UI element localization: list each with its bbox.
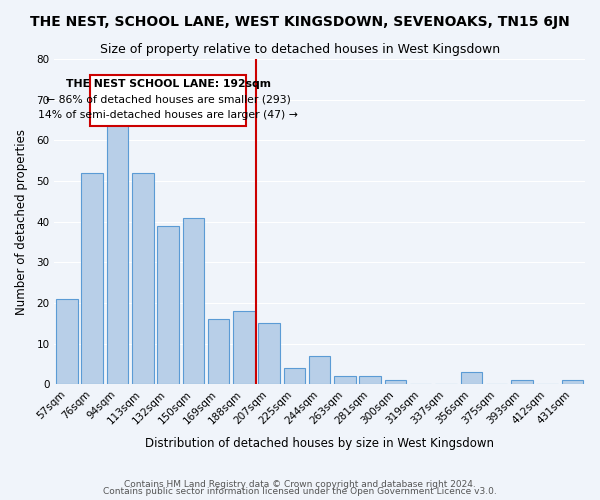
Bar [259, 323, 280, 384]
FancyBboxPatch shape [89, 76, 247, 126]
Bar [56, 299, 77, 384]
Bar [233, 311, 254, 384]
Bar [182, 218, 204, 384]
Text: ← 86% of detached houses are smaller (293): ← 86% of detached houses are smaller (29… [46, 95, 290, 105]
X-axis label: Distribution of detached houses by size in West Kingsdown: Distribution of detached houses by size … [145, 437, 494, 450]
Bar [309, 356, 331, 384]
Bar [385, 380, 406, 384]
Bar [461, 372, 482, 384]
Bar [284, 368, 305, 384]
Bar [107, 108, 128, 384]
Bar [511, 380, 533, 384]
Bar [82, 173, 103, 384]
Text: Contains HM Land Registry data © Crown copyright and database right 2024.: Contains HM Land Registry data © Crown c… [124, 480, 476, 489]
Text: Contains public sector information licensed under the Open Government Licence v3: Contains public sector information licen… [103, 487, 497, 496]
Text: Size of property relative to detached houses in West Kingsdown: Size of property relative to detached ho… [100, 44, 500, 57]
Bar [562, 380, 583, 384]
Bar [132, 173, 154, 384]
Text: 14% of semi-detached houses are larger (47) →: 14% of semi-detached houses are larger (… [38, 110, 298, 120]
Text: THE NEST, SCHOOL LANE, WEST KINGSDOWN, SEVENOAKS, TN15 6JN: THE NEST, SCHOOL LANE, WEST KINGSDOWN, S… [30, 15, 570, 29]
Bar [157, 226, 179, 384]
Bar [334, 376, 356, 384]
Y-axis label: Number of detached properties: Number of detached properties [15, 128, 28, 314]
Bar [208, 319, 229, 384]
Text: THE NEST SCHOOL LANE: 192sqm: THE NEST SCHOOL LANE: 192sqm [65, 80, 271, 90]
Bar [359, 376, 381, 384]
